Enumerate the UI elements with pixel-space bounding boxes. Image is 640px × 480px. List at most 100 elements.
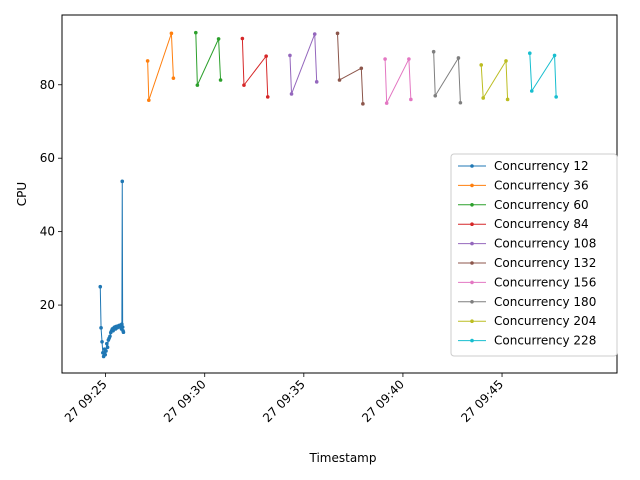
data-point <box>289 92 294 96</box>
series-line <box>241 38 269 97</box>
x-tick-label: 27 09:25 <box>62 377 110 425</box>
legend-label: Concurrency 84 <box>494 217 589 231</box>
legend-swatch-marker <box>470 203 474 207</box>
legend-swatch-marker <box>470 280 474 285</box>
legend: Concurrency 12 Concurrency 36 Concurrency … <box>450 153 618 357</box>
series-line <box>195 32 222 86</box>
legend-label: Concurrency 12 <box>494 159 589 173</box>
legend-label: Concurrency 36 <box>494 178 589 192</box>
legend-swatch-marker <box>470 300 474 304</box>
legend-entry: Concurrency 228 <box>458 334 596 348</box>
legend-label: Concurrency 180 <box>494 295 596 309</box>
data-point <box>314 80 319 84</box>
x-tick-label: 27 09:35 <box>260 377 308 425</box>
data-point <box>312 32 317 36</box>
data-point <box>481 96 486 100</box>
data-point <box>527 51 532 55</box>
x-axis: 27 09:25 27 09:30 27 09:35 27 09:40 27 09:45 <box>62 373 506 425</box>
data-point <box>216 37 221 41</box>
data-point <box>552 53 557 58</box>
legend-swatch-marker <box>470 222 474 226</box>
legend-entry: Concurrency 108 <box>458 237 596 251</box>
data-point <box>265 95 270 99</box>
legend-label: Concurrency 228 <box>494 334 596 348</box>
series-4 <box>240 36 270 99</box>
y-axis-label: CPU <box>15 182 29 206</box>
data-point <box>103 352 108 357</box>
series-9 <box>479 59 510 102</box>
legend-entry: Concurrency 204 <box>458 314 596 328</box>
y-tick-label: 60 <box>40 151 55 165</box>
data-point <box>193 30 198 35</box>
x-axis-label: Timestamp <box>309 451 377 465</box>
series-line <box>384 58 412 104</box>
data-point <box>505 97 510 102</box>
data-point <box>504 59 508 63</box>
data-point <box>384 101 389 105</box>
data-point <box>240 36 245 41</box>
data-point <box>529 89 534 93</box>
data-point <box>337 78 342 82</box>
legend-box <box>450 153 618 357</box>
data-point <box>554 95 558 99</box>
x-tick-label: 27 09:40 <box>359 377 407 425</box>
legend-entry: Concurrency 180 <box>458 295 596 309</box>
series-layer <box>98 30 558 359</box>
data-point <box>108 334 112 339</box>
series-line <box>337 33 364 104</box>
series-line <box>289 33 318 95</box>
legend-label: Concurrency 156 <box>494 275 596 289</box>
data-point <box>433 93 438 98</box>
series-line <box>147 32 174 101</box>
y-tick-label: 80 <box>40 78 55 92</box>
data-point <box>99 326 103 330</box>
data-point <box>104 349 108 353</box>
data-point <box>121 330 126 335</box>
data-point <box>218 78 223 82</box>
data-point <box>479 63 484 67</box>
data-point <box>120 179 125 184</box>
legend-entry: Concurrency 156 <box>458 275 596 289</box>
data-point <box>242 83 246 87</box>
legend-swatch-marker <box>470 319 474 324</box>
data-point <box>359 66 364 71</box>
series-line <box>433 51 461 103</box>
data-point <box>145 59 150 63</box>
series-2 <box>145 31 176 102</box>
data-point <box>456 56 461 60</box>
data-point <box>407 57 411 61</box>
data-point <box>195 83 200 87</box>
data-point <box>147 98 151 102</box>
data-point <box>409 97 413 102</box>
data-point <box>105 345 110 350</box>
legend-entry: Concurrency 84 <box>458 217 589 231</box>
data-point <box>171 76 176 80</box>
y-axis: 20 40 60 80 <box>40 78 62 312</box>
legend-swatch-marker <box>470 241 474 246</box>
legend-entry: Concurrency 36 <box>458 178 589 192</box>
x-tick-label: 27 09:30 <box>161 377 209 425</box>
legend-swatch-marker <box>470 338 474 343</box>
data-point <box>98 284 103 289</box>
legend-swatch-marker <box>470 261 474 265</box>
legend-entry: Concurrency 132 <box>458 256 596 270</box>
data-point <box>361 102 365 106</box>
series-8 <box>431 49 463 105</box>
data-point <box>169 31 174 36</box>
series-3 <box>193 30 223 87</box>
data-point <box>120 325 125 329</box>
series-1 <box>98 179 126 359</box>
series-10 <box>527 51 558 99</box>
series-5 <box>288 32 319 96</box>
legend-label: Concurrency 204 <box>494 314 596 328</box>
legend-swatch-marker <box>470 164 474 168</box>
data-point <box>120 322 124 326</box>
legend-label: Concurrency 108 <box>494 237 596 251</box>
y-tick-label: 20 <box>40 298 55 312</box>
data-point <box>335 31 340 36</box>
series-line <box>529 53 557 97</box>
series-7 <box>383 57 413 105</box>
x-tick-label: 27 09:45 <box>458 377 506 425</box>
legend-label: Concurrency 132 <box>494 256 596 270</box>
